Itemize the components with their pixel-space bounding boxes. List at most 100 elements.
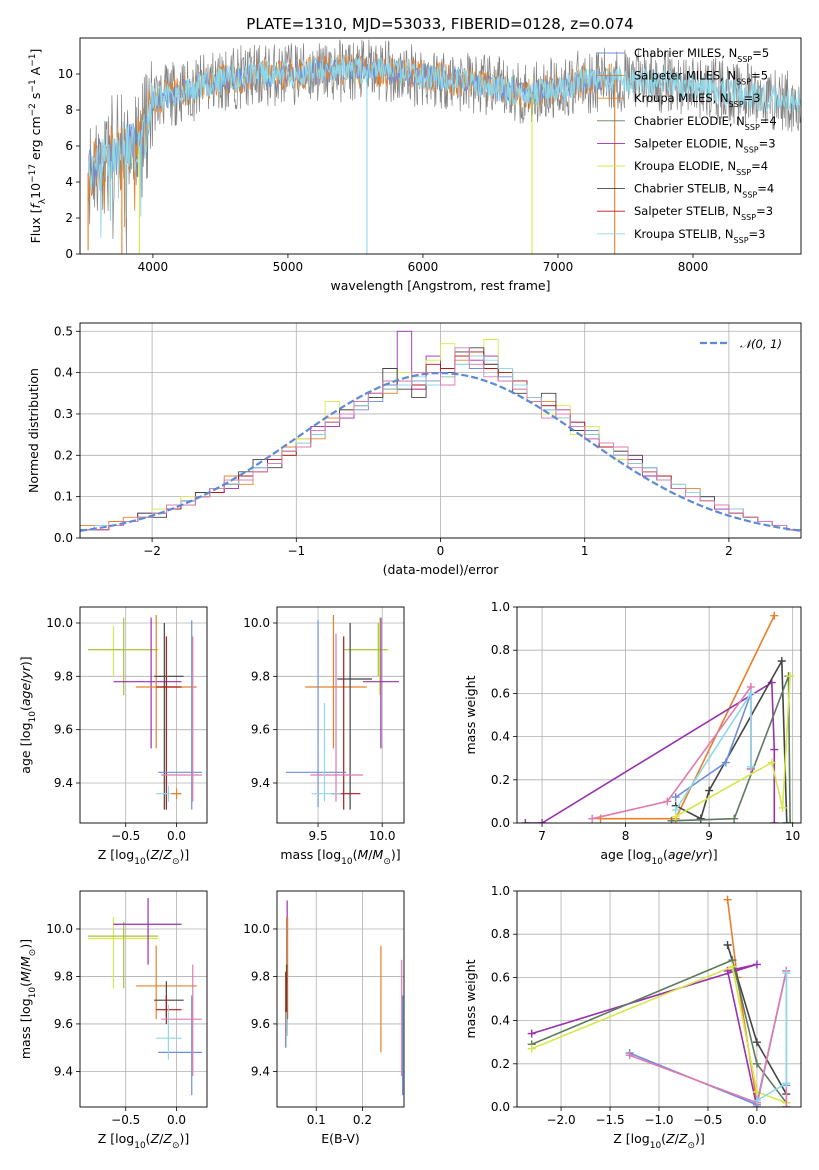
label-part: / <box>675 1131 680 1146</box>
label-part: ⊙ <box>28 949 38 957</box>
y-axis-label: mass weight <box>463 675 478 754</box>
data-point <box>310 633 363 802</box>
label-part: ( <box>661 1131 666 1146</box>
spectrum-line <box>87 58 616 196</box>
x-tick-label: 2 <box>725 544 733 558</box>
data-point <box>285 620 347 807</box>
weight-marker <box>752 1059 761 1068</box>
y-tick-label: 0.0 <box>54 531 73 545</box>
y-tick-label: 0 <box>65 247 73 261</box>
weight-marker <box>786 672 795 681</box>
legend-label: Kroupa ELODIE, NSSP=4 <box>634 159 768 177</box>
panel-age-vs-Z: −0.5 0.09.49.69.810.0Z [log10(Z/Z⊙)]age [… <box>18 606 208 867</box>
legend-name: Chabrier MILES, N <box>634 46 737 60</box>
label-part: f <box>28 203 43 209</box>
axes-frame <box>79 37 802 255</box>
label-part: 10 <box>134 1141 146 1151</box>
data-point <box>158 995 202 1096</box>
data-point <box>156 1004 182 1060</box>
y-tick-label: 0.3 <box>54 407 73 421</box>
legend-value: =3 <box>759 136 776 150</box>
y-tick-label: 0.0 <box>491 816 510 830</box>
axes-frame <box>79 322 802 539</box>
label-part: Z <box>162 1131 172 1146</box>
legend-value: =4 <box>757 182 774 196</box>
x-tick-label: 6000 <box>408 260 439 274</box>
y-tick-label: 9.6 <box>54 723 73 737</box>
y-axis-label: Normed distribution <box>26 368 41 493</box>
weight-line-chabrier-elodie <box>671 675 791 823</box>
label-part: mass [log <box>18 998 33 1059</box>
label-part: )] <box>708 847 718 862</box>
y-tick-label: 10.0 <box>46 922 73 936</box>
label-part: −17 <box>28 164 38 183</box>
y-tick-label: 9.4 <box>251 1064 270 1078</box>
y-tick-label: 10.0 <box>46 616 73 630</box>
y-tick-label: 4 <box>65 175 73 189</box>
x-tick-label: 7000 <box>543 260 574 274</box>
x-axis-label: mass [log10(M/M⊙)] <box>280 847 400 867</box>
weight-marker <box>667 816 676 823</box>
x-tick-label: 0.0 <box>167 829 186 843</box>
label-part: M <box>18 971 33 982</box>
legend-label: Salpeter ELODIE, NSSP=3 <box>634 136 776 154</box>
legend-name: Kroupa STELIB, N <box>634 227 734 241</box>
label-part: 10 <box>341 857 353 867</box>
label-part: yr <box>694 847 708 862</box>
y-tick-label: 0.8 <box>491 643 510 657</box>
data-point <box>337 623 372 810</box>
label-part: mass [log <box>280 847 341 862</box>
label-part: 10 <box>28 711 38 723</box>
x-tick-label: 9 <box>705 829 713 843</box>
y-tick-label: 0.2 <box>491 1057 510 1071</box>
legend-sub: SSP <box>736 168 751 177</box>
weight-line-chabrier-elodie <box>531 958 787 1104</box>
legend-value: =3 <box>756 204 773 218</box>
panel-mass-vs-EBV: 0.1 0.2 9.4 9.6 9.8 10.0 E(B-V) <box>243 890 405 1146</box>
panel-spectrum: 4000 5000 6000 7000 8000 0 2 4 6 8 10 wavelength [A… <box>28 37 802 293</box>
data-point <box>330 636 361 810</box>
spectrum-line <box>87 56 801 238</box>
label-part: age [log <box>600 847 651 862</box>
figure-title: PLATE=1310, MJD=53033, FIBERID=0128, z=0… <box>246 15 633 33</box>
weight-marker <box>663 797 672 806</box>
y-tick-label: 0.8 <box>491 927 510 941</box>
label-part: )] <box>179 847 189 862</box>
label-part: )] <box>179 1131 189 1146</box>
legend-label: Salpeter STELIB, NSSP=3 <box>634 204 773 222</box>
legend-sub: SSP <box>736 77 751 86</box>
weight-marker <box>778 803 787 812</box>
x-tick-label: −0.5 <box>111 1113 140 1127</box>
weight-marker <box>782 1079 791 1088</box>
weight-line-pink <box>592 684 752 820</box>
x-axis-label: age [log10(age/yr)] <box>600 847 717 867</box>
legend: 𝒩(0, 1) <box>700 337 782 351</box>
label-part: 10 <box>28 183 43 199</box>
x-tick-label: −1 <box>287 544 305 558</box>
legend-value: =3 <box>749 227 766 241</box>
x-tick-label: −2 <box>143 544 161 558</box>
weight-marker <box>721 758 730 767</box>
legend-name: Salpeter MILES, N <box>634 69 736 83</box>
label-part: 10 <box>652 857 664 867</box>
label-part: yr <box>18 665 33 679</box>
x-axis-label: wavelength [Angstrom, rest frame] <box>330 278 550 293</box>
legend-name: Salpeter ELODIE, N <box>634 136 744 150</box>
weight-marker <box>752 960 761 969</box>
y-tick-label: 9.4 <box>54 776 73 790</box>
weight-marker <box>705 786 714 795</box>
weight-line-kroupa-elodie <box>531 965 787 1104</box>
label-part: age <box>668 847 692 862</box>
label-part: −2 <box>28 103 38 116</box>
y-tick-label: 1.0 <box>491 600 510 614</box>
y-axis-label: Flux [fλ10−17 erg cm−2 s−1 A−1] <box>28 49 48 244</box>
label-part: Z [log <box>613 1131 649 1146</box>
weight-line-kroupa-stelib <box>675 690 752 811</box>
data-point <box>350 617 389 695</box>
label-part: −1 <box>28 53 38 66</box>
y-tick-label: 0.6 <box>491 970 510 984</box>
x-axis-label: E(B-V) <box>321 1131 360 1146</box>
